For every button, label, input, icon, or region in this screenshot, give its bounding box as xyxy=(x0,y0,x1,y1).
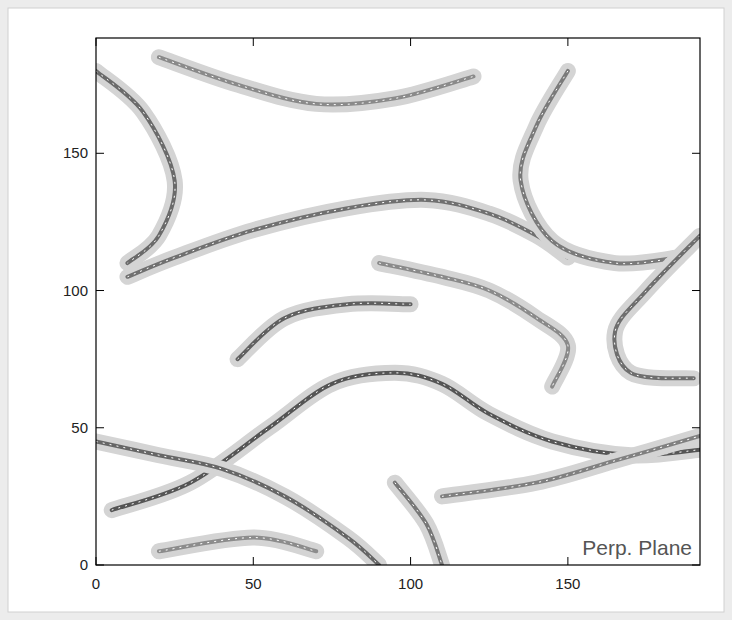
x-tick xyxy=(410,38,411,46)
y-tick-label: 0 xyxy=(80,556,88,573)
x-tick-label: 150 xyxy=(555,575,580,592)
x-tick xyxy=(253,557,254,565)
streamline xyxy=(520,71,678,264)
streamline-band xyxy=(614,236,700,379)
x-tick xyxy=(253,38,254,46)
streamline xyxy=(96,441,379,565)
streamline-band xyxy=(238,303,411,359)
streamline-arrows xyxy=(442,436,700,496)
streamline-arrows xyxy=(159,538,316,552)
annotation-bg xyxy=(579,535,695,560)
streamline-band xyxy=(442,436,700,496)
plot-frame xyxy=(96,38,700,565)
y-tick-label: 150 xyxy=(63,144,88,161)
annotation: Perp. Plane xyxy=(582,536,692,559)
streamline-arrows xyxy=(520,71,678,264)
streamline-arrows xyxy=(379,263,568,387)
x-tick-label: 100 xyxy=(398,575,423,592)
panel xyxy=(8,8,724,612)
streamline-arrows xyxy=(238,303,411,359)
streamline xyxy=(238,303,411,359)
streamline xyxy=(159,538,316,552)
streamline xyxy=(96,71,175,263)
y-tick xyxy=(692,153,700,154)
streamline-band xyxy=(96,441,379,565)
y-tick xyxy=(692,427,700,428)
streamline-band xyxy=(127,200,567,277)
x-tick-label: 0 xyxy=(92,575,100,592)
streamline xyxy=(395,483,442,565)
streamline-band xyxy=(96,71,175,263)
streamline-band xyxy=(395,483,442,565)
streamline xyxy=(614,236,700,379)
chart: 050100150050100150Perp. Plane xyxy=(0,0,732,620)
streamline-band xyxy=(520,71,678,264)
x-tick xyxy=(410,557,411,565)
y-tick xyxy=(96,427,104,428)
y-tick xyxy=(692,290,700,291)
streamline-arrows xyxy=(159,57,474,104)
x-tick xyxy=(96,38,97,46)
streamline xyxy=(127,200,567,277)
streamline xyxy=(159,57,474,104)
streamline-band xyxy=(379,263,568,387)
y-tick xyxy=(96,153,104,154)
streamline xyxy=(442,436,700,496)
streamline-arrows xyxy=(614,236,700,379)
y-tick xyxy=(96,565,104,566)
x-tick xyxy=(567,557,568,565)
streamline-band xyxy=(159,57,474,104)
y-tick xyxy=(96,290,104,291)
streamline-arrows xyxy=(395,483,442,565)
y-tick-label: 50 xyxy=(71,419,88,436)
y-tick xyxy=(692,565,700,566)
streamline-band xyxy=(159,538,316,552)
streamline-arrows xyxy=(127,200,567,277)
streamline-arrows xyxy=(96,441,379,565)
x-tick xyxy=(567,38,568,46)
y-tick-label: 100 xyxy=(63,282,88,299)
x-tick xyxy=(96,557,97,565)
streamline xyxy=(379,263,568,387)
streamlines xyxy=(96,57,700,565)
streamline-arrows xyxy=(96,71,175,263)
x-tick-label: 50 xyxy=(245,575,262,592)
